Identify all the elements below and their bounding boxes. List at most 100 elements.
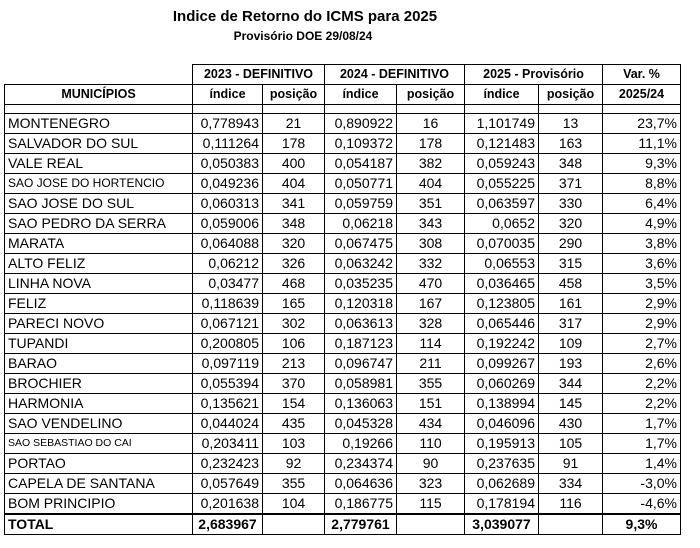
indice-2025: 0,178194 bbox=[464, 493, 539, 515]
table-row: FELIZ 0,118639 165 0,120318 167 0,123805 161 2,… bbox=[4, 293, 681, 314]
var-2025-24: 3,5% bbox=[602, 273, 681, 294]
indice-2023: 0,135621 bbox=[192, 393, 263, 414]
indice-2023: 0,111264 bbox=[192, 133, 263, 154]
indice-2024: 0,054187 bbox=[324, 153, 397, 174]
posicao-header-2025: posição bbox=[538, 84, 603, 105]
indice-2025: 0,06553 bbox=[464, 253, 539, 274]
table-row: VALE REAL 0,050383 400 0,054187 382 0,059243 3… bbox=[4, 153, 681, 174]
municipio-name: HARMONIA bbox=[4, 393, 193, 414]
posicao-2024: 16 bbox=[396, 113, 465, 134]
posicao-2025: 348 bbox=[538, 153, 603, 174]
indice-2023: 0,200805 bbox=[192, 333, 263, 354]
posicao-2024: 211 bbox=[396, 353, 465, 374]
posicao-2023: 103 bbox=[262, 433, 325, 454]
table-row: PARECI NOVO 0,067121 302 0,063613 328 0,06544… bbox=[4, 313, 681, 334]
table-row: SAO VENDELINO 0,044024 435 0,045328 434 0,046… bbox=[4, 413, 681, 434]
indice-2024: 0,067475 bbox=[324, 233, 397, 254]
municipio-name: BOM PRINCIPIO bbox=[4, 493, 193, 515]
posicao-2024: 115 bbox=[396, 493, 465, 515]
posicao-2023: 21 bbox=[262, 113, 325, 134]
municipio-name: TUPANDI bbox=[4, 333, 193, 354]
total-empty bbox=[262, 513, 325, 535]
table-row: PORTAO 0,232423 92 0,234374 90 0,237635 91 1,4% bbox=[4, 453, 681, 474]
posicao-2025: 145 bbox=[538, 393, 603, 414]
spacer-cell bbox=[192, 104, 263, 114]
table-row: MARATA 0,064088 320 0,067475 308 0,070035 290 3… bbox=[4, 233, 681, 254]
indice-2025: 0,046096 bbox=[464, 413, 539, 434]
posicao-2025: 458 bbox=[538, 273, 603, 294]
posicao-2024: 470 bbox=[396, 273, 465, 294]
indice-2024: 0,096747 bbox=[324, 353, 397, 374]
posicao-2024: 167 bbox=[396, 293, 465, 314]
indice-2025: 0,121483 bbox=[464, 133, 539, 154]
table-row: SAO JOSE DO HORTENCIO 0,049236 404 0,050771… bbox=[4, 173, 681, 194]
indice-2024: 0,063613 bbox=[324, 313, 397, 334]
municipio-name: BARAO bbox=[4, 353, 193, 374]
spacer-cell bbox=[324, 104, 397, 114]
var-2025-24: 1,7% bbox=[602, 413, 681, 434]
spacer-row bbox=[4, 104, 681, 114]
group-header-2023: 2023 - DEFINITIVO bbox=[192, 64, 325, 85]
indice-2024: 0,186775 bbox=[324, 493, 397, 515]
table-row: MONTENEGRO 0,778943 21 0,890922 16 1,101749 13… bbox=[4, 113, 681, 134]
table-row: LINHA NOVA 0,03477 468 0,035235 470 0,036465 4… bbox=[4, 273, 681, 294]
municipio-name: PORTAO bbox=[4, 453, 193, 474]
posicao-2024: 178 bbox=[396, 133, 465, 154]
indice-2023: 0,044024 bbox=[192, 413, 263, 434]
posicao-2025: 116 bbox=[538, 493, 603, 515]
posicao-2024: 308 bbox=[396, 233, 465, 254]
indice-2023: 0,778943 bbox=[192, 113, 263, 134]
total-indice-2024: 2,779761 bbox=[324, 513, 397, 535]
indice-2024: 0,120318 bbox=[324, 293, 397, 314]
var-2025-24: 2,9% bbox=[602, 293, 681, 314]
indice-2025: 0,138994 bbox=[464, 393, 539, 414]
indice-2025: 0,055225 bbox=[464, 173, 539, 194]
indice-header-2025: índice bbox=[464, 84, 539, 105]
total-indice-2025: 3,039077 bbox=[464, 513, 539, 535]
indice-2024: 0,19266 bbox=[324, 433, 397, 454]
posicao-2025: 371 bbox=[538, 173, 603, 194]
var-2025-24: 3,6% bbox=[602, 253, 681, 274]
var-2025-24: 8,8% bbox=[602, 173, 681, 194]
indice-header-2024: índice bbox=[324, 84, 397, 105]
indice-2023: 0,06212 bbox=[192, 253, 263, 274]
indice-2024: 0,109372 bbox=[324, 133, 397, 154]
table-row: BOM PRINCIPIO 0,201638 104 0,186775 115 0,178… bbox=[4, 493, 681, 515]
posicao-2023: 178 bbox=[262, 133, 325, 154]
spacer-cell bbox=[602, 104, 681, 114]
var-2025-24: 9,3% bbox=[602, 153, 681, 174]
posicao-2025: 315 bbox=[538, 253, 603, 274]
municipio-name: MONTENEGRO bbox=[4, 113, 193, 134]
indice-2024: 0,050771 bbox=[324, 173, 397, 194]
spacer-cell bbox=[262, 104, 325, 114]
indice-2025: 0,192242 bbox=[464, 333, 539, 354]
municipio-name: SAO JOSE DO HORTENCIO bbox=[4, 173, 193, 194]
indice-2025: 0,062689 bbox=[464, 473, 539, 494]
posicao-2024: 434 bbox=[396, 413, 465, 434]
indice-2025: 0,099267 bbox=[464, 353, 539, 374]
var-2025-24: -4,6% bbox=[602, 493, 681, 515]
indice-2023: 0,057649 bbox=[192, 473, 263, 494]
table-row: CAPELA DE SANTANA 0,057649 355 0,064636 323 0… bbox=[4, 473, 681, 494]
indice-2024: 0,890922 bbox=[324, 113, 397, 134]
spacer-cell bbox=[538, 104, 603, 114]
posicao-header-2024: posição bbox=[396, 84, 465, 105]
municipios-header: MUNICÍPIOS bbox=[4, 84, 193, 105]
posicao-2023: 320 bbox=[262, 233, 325, 254]
page-title: Indice de Retorno do ICMS para 2025 bbox=[172, 8, 438, 25]
posicao-2023: 348 bbox=[262, 213, 325, 234]
posicao-2024: 90 bbox=[396, 453, 465, 474]
indice-2023: 0,049236 bbox=[192, 173, 263, 194]
posicao-2023: 213 bbox=[262, 353, 325, 374]
posicao-2025: 163 bbox=[538, 133, 603, 154]
total-label: TOTAL bbox=[4, 513, 193, 535]
var-2025-24: 2,7% bbox=[602, 333, 681, 354]
spacer-cell bbox=[4, 104, 193, 114]
page-subtitle: Provisório DOE 29/08/24 bbox=[233, 29, 373, 43]
indice-2025: 0,070035 bbox=[464, 233, 539, 254]
total-row: TOTAL 2,683967 2,779761 3,039077 9,3% bbox=[4, 513, 681, 535]
var-2025-24: 2,9% bbox=[602, 313, 681, 334]
municipio-name: LINHA NOVA bbox=[4, 273, 193, 294]
indice-2023: 0,055394 bbox=[192, 373, 263, 394]
indice-2024: 0,136063 bbox=[324, 393, 397, 414]
